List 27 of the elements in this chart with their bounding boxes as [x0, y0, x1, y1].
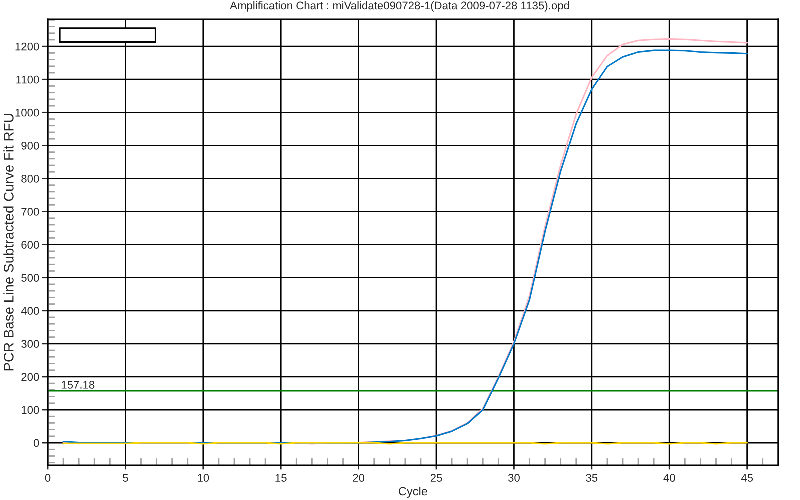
- x-tick-label: 0: [45, 474, 51, 482]
- y-tick-label: 1000: [16, 108, 40, 117]
- x-tick-label: 5: [123, 474, 128, 482]
- x-tick-label: 45: [741, 474, 754, 482]
- y-tick-label: 600: [22, 241, 40, 249]
- y-tick-label: 100: [22, 406, 40, 414]
- chart-title: Amplification Chart : miValidate090728-1(Data 2009-07-28 1135).opd: [230, 2, 570, 12]
- x-tick-label: 40: [664, 474, 676, 482]
- x-axis-title: Cycle: [399, 486, 428, 498]
- x-tick-label: 35: [586, 474, 598, 482]
- y-tick-label: 300: [22, 340, 40, 348]
- y-tick-label: 0: [34, 439, 40, 448]
- ref-line-label: 157.18: [62, 381, 95, 389]
- y-tick-label: 1200: [16, 42, 40, 51]
- x-tick-label: 10: [198, 474, 210, 482]
- y-tick-label: 200: [22, 373, 40, 382]
- x-tick-label: 20: [353, 474, 365, 482]
- y-tick-label: 500: [22, 274, 40, 282]
- y-tick-label: 900: [22, 142, 40, 150]
- y-tick-label: 800: [22, 175, 40, 183]
- y-axis-title: PCR Base Line Subtracted Curve Fit RFU: [4, 114, 14, 371]
- y-tick-label: 400: [21, 307, 40, 316]
- x-tick-label: 30: [508, 474, 520, 482]
- x-tick-label: 25: [430, 474, 442, 482]
- y-tick-label: 700: [22, 208, 40, 216]
- x-tick-label: 15: [276, 474, 287, 482]
- y-tick-label: 1100: [16, 76, 40, 84]
